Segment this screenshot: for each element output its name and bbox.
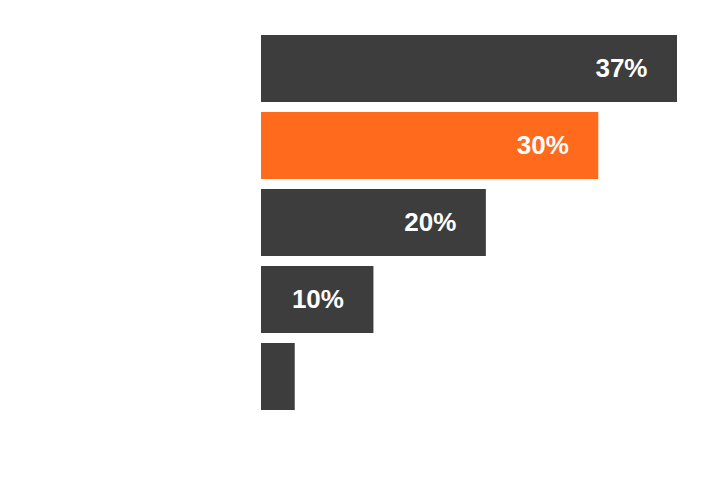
svg-text:20%: 20% <box>404 207 456 237</box>
svg-text:10%: 10% <box>292 284 344 314</box>
svg-text:30%: 30% <box>517 130 569 160</box>
svg-text:37%: 37% <box>595 53 647 83</box>
